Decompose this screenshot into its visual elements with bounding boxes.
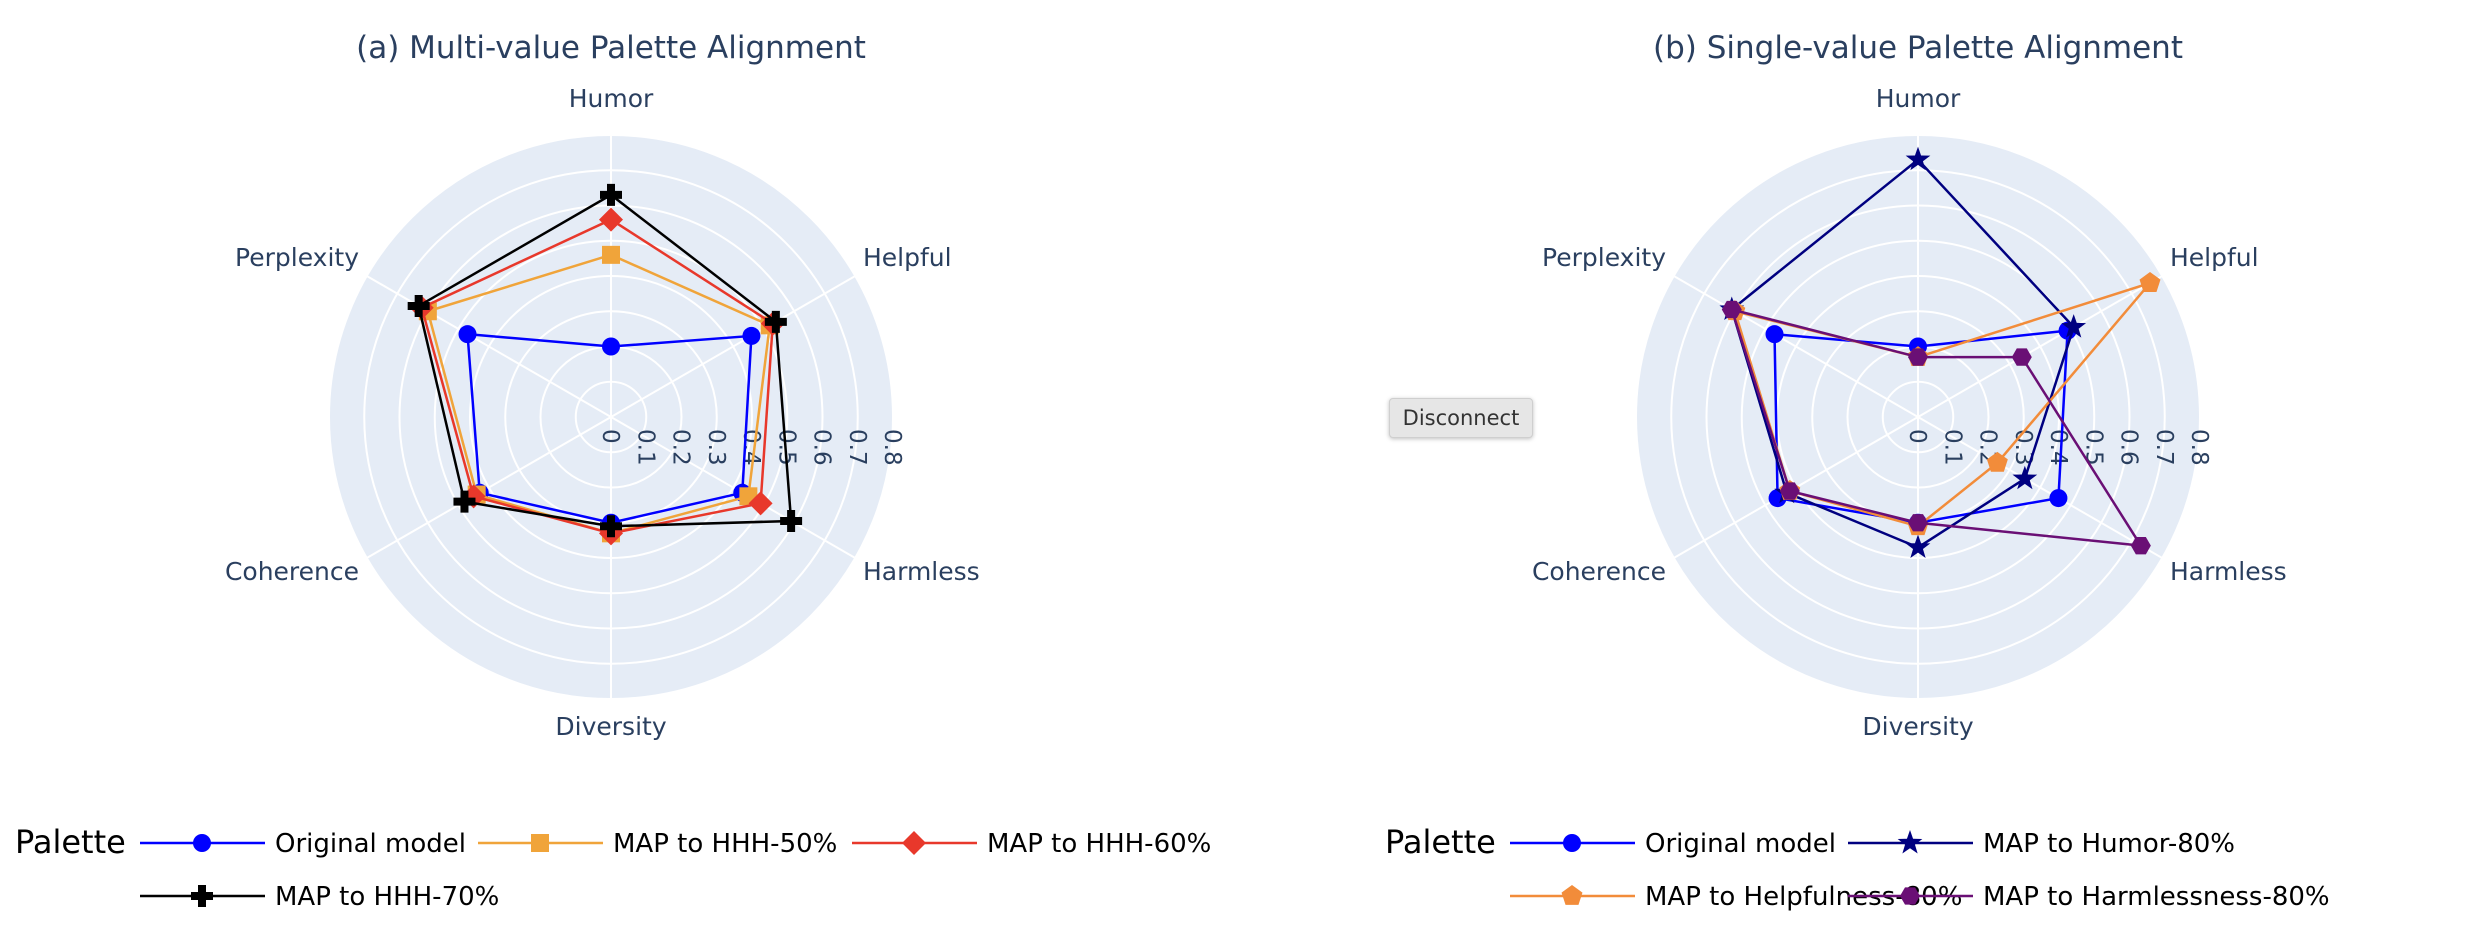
- radial-tick-label: 0.1: [632, 429, 658, 466]
- legend-item[interactable]: MAP to HHH-70%: [140, 882, 499, 912]
- data-point: [1986, 451, 2008, 472]
- legend-marker: [902, 831, 926, 855]
- data-point: [1905, 534, 1931, 558]
- data-point: [1779, 482, 1800, 500]
- axis-label-humor: Humor: [1876, 84, 1961, 113]
- radial-tick-label: 0.4: [738, 429, 764, 466]
- legend-item[interactable]: MAP to HHH-60%: [852, 829, 1211, 859]
- radial-tick-label: 0.2: [668, 429, 694, 466]
- angular-gridline: [1917, 416, 2163, 559]
- data-point: [602, 337, 620, 356]
- legend-title: Palette: [15, 823, 126, 861]
- disconnect-button[interactable]: Disconnect: [1389, 398, 1533, 438]
- axis-label-harmless: Harmless: [2170, 557, 2287, 586]
- legend-item[interactable]: Original model: [140, 829, 466, 859]
- axis-label-coherence: Coherence: [225, 557, 359, 586]
- data-point: [453, 490, 476, 513]
- chart-b-radar: 0 0.1 0.2 0.3 0.4 0.5 0.6 0.7 0.8HumorHelpfulHar…: [1532, 84, 2287, 741]
- chart-a-title: (a) Multi-value Palette Alignment: [356, 30, 866, 66]
- radial-tick-label: 0.3: [703, 429, 729, 466]
- legend-label: MAP to HHH-70%: [275, 882, 499, 912]
- axis-label-harmless: Harmless: [863, 557, 980, 586]
- data-point: [2011, 348, 2032, 366]
- data-point: [1721, 300, 1742, 319]
- axis-label-diversity: Diversity: [555, 712, 666, 741]
- data-point: [599, 207, 623, 232]
- angular-gridline: [1917, 275, 2163, 418]
- data-point: [407, 294, 430, 317]
- legend-label: MAP to HHH-50%: [613, 829, 837, 859]
- legend-title: Palette: [1385, 823, 1496, 861]
- data-point: [2130, 537, 2151, 555]
- radial-tick-label: 0: [597, 429, 623, 444]
- legend-marker: [1561, 885, 1583, 905]
- data-point: [1765, 325, 1784, 344]
- legend-label: MAP to Humor-80%: [1983, 829, 2235, 859]
- data-point: [742, 326, 761, 345]
- legend-label: Original model: [275, 829, 466, 859]
- legend-marker: [193, 834, 211, 852]
- legend-marker: [1900, 887, 1920, 905]
- series-map-to-hhh-70-: [407, 183, 803, 538]
- radial-tick-label: 0.6: [2116, 429, 2142, 466]
- data-point: [780, 509, 803, 532]
- data-point: [600, 515, 622, 538]
- data-point: [2012, 465, 2038, 490]
- legend-label: Original model: [1645, 829, 1836, 859]
- chart-b-title: (b) Single-value Palette Alignment: [1653, 30, 2183, 66]
- angular-gridline: [1673, 275, 1919, 418]
- radial-tick-label: 0.8: [879, 429, 905, 466]
- axis-label-helpful: Helpful: [863, 243, 952, 272]
- data-point: [600, 183, 622, 206]
- series-map-to-harmlessness-80-: [1721, 300, 2151, 555]
- data-point: [764, 310, 787, 333]
- legend-marker: [531, 834, 549, 852]
- radial-tick-label: 0.8: [2186, 429, 2212, 466]
- radial-tick-label: 0.4: [2045, 429, 2071, 466]
- radial-tick-label: 0: [1904, 429, 1930, 444]
- legend-item[interactable]: MAP to Harmlessness-80%: [1848, 882, 2330, 912]
- chart-a-legend: Palette Original model MAP to HHH-50% MAP …: [15, 823, 1211, 912]
- data-point: [748, 491, 773, 516]
- data-point: [1905, 146, 1931, 171]
- radial-tick-label: 0.5: [2080, 429, 2106, 466]
- axis-label-humor: Humor: [569, 84, 654, 113]
- chart-b-legend: Palette Original model MAP to Humor-80% MA…: [1385, 823, 2330, 912]
- angular-gridline: [366, 416, 612, 559]
- chart-a-radar: 0 0.1 0.2 0.3 0.4 0.5 0.6 0.7 0.8HumorHelpfulHar…: [225, 84, 980, 741]
- angular-gridline: [366, 275, 612, 418]
- data-point: [2049, 489, 2068, 508]
- legend-label: MAP to Harmlessness-80%: [1983, 882, 2330, 912]
- legend-item[interactable]: MAP to Humor-80%: [1848, 829, 2235, 859]
- angular-gridline: [610, 275, 856, 418]
- legend-label: MAP to HHH-60%: [987, 829, 1211, 859]
- angular-gridline: [610, 416, 856, 559]
- data-point: [458, 325, 477, 344]
- legend-item[interactable]: MAP to HHH-50%: [478, 829, 837, 859]
- legend-marker: [1563, 834, 1581, 852]
- data-point: [1908, 348, 1928, 366]
- legend-marker: [1897, 830, 1923, 854]
- axis-label-diversity: Diversity: [1862, 712, 1973, 741]
- radial-tick-label: 0.1: [1939, 429, 1965, 466]
- data-point: [602, 245, 620, 264]
- legend-item[interactable]: Original model: [1510, 829, 1836, 859]
- data-point: [1908, 514, 1928, 532]
- axis-label-perplexity: Perplexity: [1542, 243, 1666, 272]
- axis-label-perplexity: Perplexity: [235, 243, 359, 272]
- radial-tick-label: 0.7: [2151, 429, 2177, 466]
- radial-tick-label: 0.7: [844, 429, 870, 466]
- radial-tick-label: 0.6: [809, 429, 835, 466]
- data-point: [2139, 272, 2161, 292]
- data-point: [2061, 314, 2087, 338]
- axis-label-coherence: Coherence: [1532, 557, 1666, 586]
- legend-marker: [191, 885, 213, 907]
- axis-label-helpful: Helpful: [2170, 243, 2259, 272]
